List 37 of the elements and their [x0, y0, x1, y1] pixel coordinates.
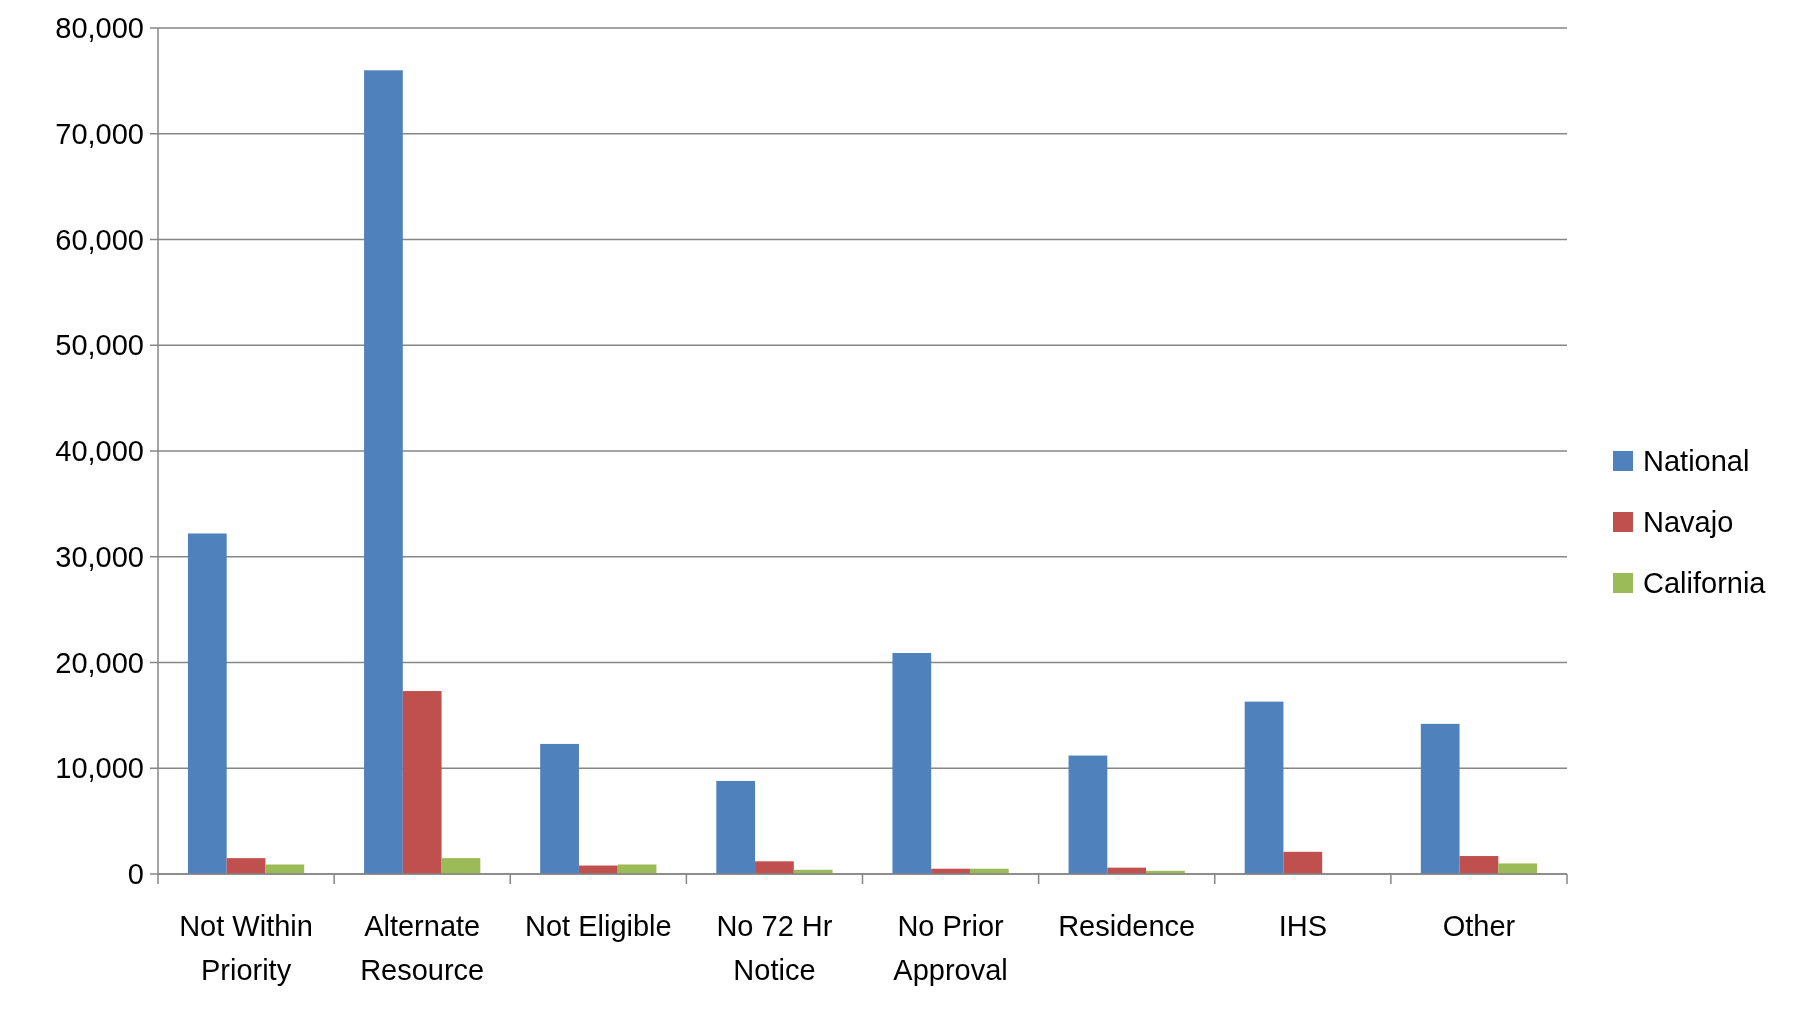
bar: [1068, 755, 1108, 874]
y-tick-label: 30,000: [55, 540, 144, 573]
y-tick-label: 60,000: [55, 223, 144, 256]
x-tick-label: No Prior Approval: [893, 910, 1008, 986]
bar: [540, 743, 579, 874]
bar: [892, 652, 932, 874]
y-tick-label: 20,000: [55, 646, 144, 679]
y-tick-label: 80,000: [55, 12, 144, 45]
bar: [1459, 856, 1499, 874]
bar: [1498, 863, 1538, 874]
bar: [441, 858, 481, 874]
legend-label: California: [1643, 567, 1767, 600]
legend-label: Navajo: [1643, 506, 1734, 539]
legend-label: National: [1643, 445, 1750, 478]
bar: [226, 858, 266, 874]
x-tick-label: Residence: [1058, 910, 1196, 942]
y-tick-label: 0: [127, 858, 144, 891]
bar: [716, 780, 756, 874]
y-tick-label: 50,000: [55, 329, 144, 362]
x-tick-label: IHS: [1278, 910, 1327, 942]
bar: [187, 533, 227, 874]
x-tick-label: Alternate Resource: [360, 910, 485, 986]
x-tick-label: Not Within Priority: [179, 910, 313, 986]
bar: [364, 70, 403, 874]
bar: [265, 864, 305, 874]
x-tick-label: No 72 Hr Notice: [716, 910, 833, 986]
bar: [402, 691, 442, 874]
x-tick-label: Not Eligible: [524, 910, 672, 942]
bar: [755, 861, 794, 874]
y-tick-label: 40,000: [55, 435, 144, 468]
x-tick-label: Other: [1442, 910, 1516, 942]
bar: [1283, 851, 1323, 874]
bar: [1244, 701, 1284, 874]
bar: [617, 864, 657, 874]
y-tick-label: 70,000: [55, 117, 144, 150]
bar: [1420, 723, 1460, 874]
y-tick-label: 10,000: [55, 752, 144, 785]
